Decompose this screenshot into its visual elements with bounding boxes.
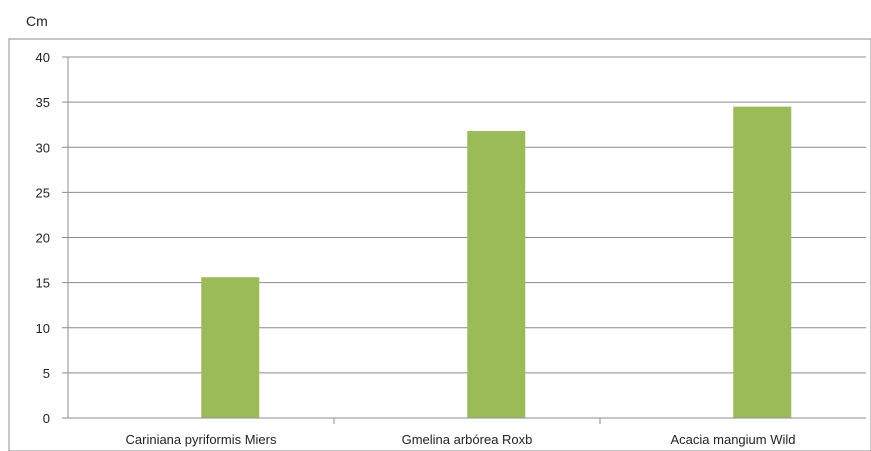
y-tick-label-10: 10 [36, 321, 50, 336]
chart-frame [8, 38, 871, 451]
x-category-label-3: Acacia mangium Wild [671, 432, 796, 447]
x-axis-labels: Cariniana pyriformis Miers Gmelina arbóre… [126, 418, 796, 447]
y-tick-label-25: 25 [36, 185, 50, 200]
bar-3 [733, 106, 792, 418]
y-tick-label-30: 30 [36, 140, 50, 155]
x-category-label-1: Cariniana pyriformis Miers [126, 432, 277, 447]
gridlines [68, 56, 866, 374]
y-tick-label-20: 20 [36, 231, 50, 246]
bar-2 [467, 131, 526, 418]
y-axis-ticks: 0 5 10 15 20 25 30 35 40 [36, 50, 68, 426]
y-tick-label-35: 35 [36, 95, 50, 110]
bar-1 [201, 277, 260, 418]
y-tick-label-15: 15 [36, 276, 50, 291]
x-category-label-2: Gmelina arbórea Roxb [402, 432, 533, 447]
bars [201, 106, 792, 418]
y-tick-label-0: 0 [43, 411, 50, 426]
y-tick-label-40: 40 [36, 50, 50, 65]
y-unit-label: Cm [26, 13, 48, 29]
y-tick-label-5: 5 [43, 366, 50, 381]
